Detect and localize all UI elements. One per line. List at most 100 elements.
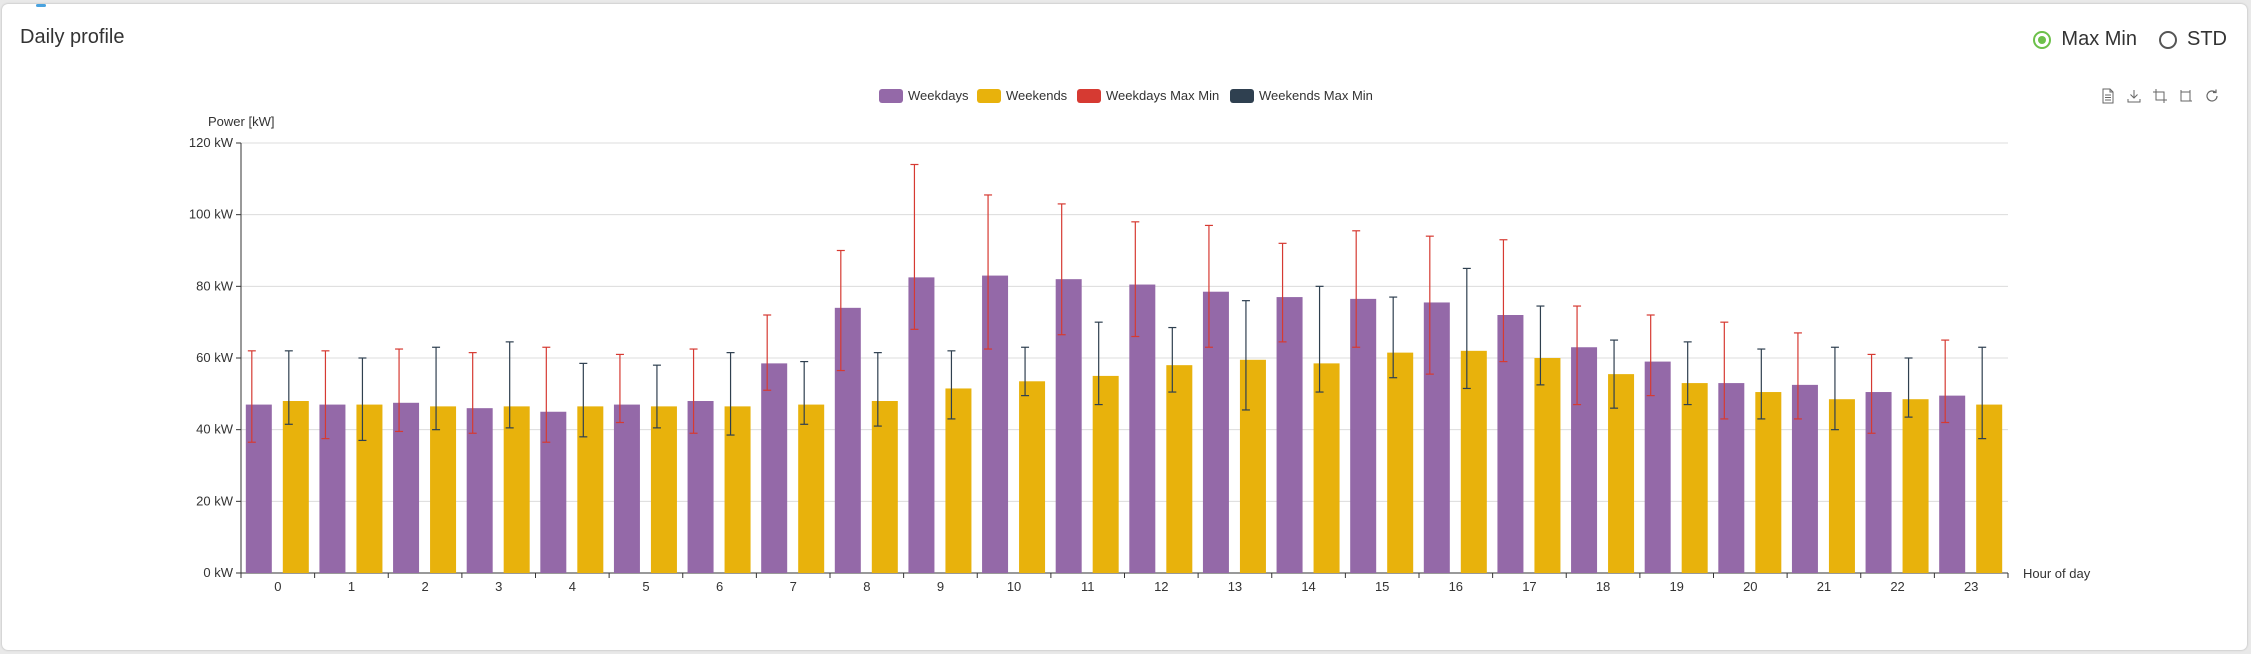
legend-weekdays-max-min-swatch [1077,89,1101,103]
weekdays-bar [982,275,1009,573]
weekdays-bar [1791,384,1818,573]
x-tick-label: 5 [642,579,649,594]
std-label: STD [2187,28,2227,50]
weekends-bar [1534,358,1561,573]
weekends-bar [650,406,677,573]
weekends-bar [1608,374,1635,573]
display-mode-toggle: Max Min STD [2011,28,2227,51]
x-tick-label: 2 [421,579,428,594]
x-tick-label: 16 [1449,579,1463,594]
y-tick-label: 0 kW [203,565,233,580]
weekdays-bar [761,363,788,573]
legend-weekends-label: Weekends [1006,88,1068,103]
x-tick-label: 10 [1007,579,1021,594]
legend-weekdays-label: Weekdays [908,88,969,103]
weekends-bar [1902,399,1929,573]
legend-weekdays-max-min-label: Weekdays Max Min [1106,88,1219,103]
weekends-bar [1460,350,1487,573]
legend-weekdays-swatch [879,89,903,103]
x-tick-label: 3 [495,579,502,594]
y-axis-title: Power [kW] [208,114,274,129]
weekends-bar [1755,392,1782,573]
weekdays-bar [1865,392,1892,573]
weekdays-bar [1718,383,1745,573]
weekends-bar [798,404,825,573]
x-tick-label: 12 [1154,579,1168,594]
weekends-bar [871,401,898,573]
x-tick-label: 18 [1596,579,1610,594]
x-axis-title: Hour of day [2023,566,2091,581]
x-tick-label: 14 [1301,579,1315,594]
radio-selected-icon [2033,30,2052,49]
legend-weekends-max-min-label: Weekends Max Min [1259,88,1373,103]
x-tick-label: 11 [1081,579,1095,594]
x-tick-label: 9 [937,579,944,594]
x-tick-label: 1 [348,579,355,594]
x-tick-label: 21 [1817,579,1831,594]
weekdays-bar [1497,315,1524,573]
weekends-bar [1313,363,1340,573]
weekdays-bar [466,408,493,573]
x-tick-label: 4 [569,579,576,594]
weekends-bar [577,406,604,573]
x-tick-label: 23 [1964,579,1978,594]
weekends-bar [503,406,530,573]
weekends-bar [1828,399,1855,573]
weekends-bar [1387,352,1414,573]
weekends-bar [1681,383,1708,573]
y-tick-label: 20 kW [196,493,234,508]
crop-alt-icon[interactable] [2178,88,2194,104]
legend-weekends-max-min-swatch [1230,89,1254,103]
std-radio[interactable]: STD [2159,28,2227,51]
weekends-bar [945,388,972,573]
max-min-radio[interactable]: Max Min [2033,28,2137,51]
x-tick-label: 8 [863,579,870,594]
weekdays-bar [245,404,272,573]
crop-icon[interactable] [2152,88,2168,104]
weekdays-bar [1055,279,1082,573]
weekdays-bar [1423,302,1450,573]
weekdays-bar [1202,291,1229,573]
max-min-label: Max Min [2061,28,2137,50]
weekdays-bar [319,404,346,573]
y-tick-label: 60 kW [196,350,234,365]
weekdays-bar [1939,395,1966,573]
weekdays-bar [1571,347,1598,573]
y-tick-label: 100 kW [189,207,234,222]
weekends-bar [1092,375,1119,573]
x-tick-label: 0 [274,579,281,594]
chart-toolbox [2100,88,2230,104]
weekends-bar [1166,365,1193,573]
x-tick-label: 6 [716,579,723,594]
weekends-bar [356,404,383,573]
weekends-bar [1019,381,1046,573]
card-accent [36,4,46,7]
weekends-bar [724,406,751,573]
legend-weekends-swatch [977,89,1001,103]
weekdays-bar [908,277,935,573]
y-tick-label: 40 kW [196,422,234,437]
x-tick-label: 19 [1669,579,1683,594]
weekdays-bar [540,411,567,573]
weekdays-bar [687,401,714,573]
weekends-bar [1239,359,1266,573]
y-tick-label: 120 kW [189,135,234,150]
weekdays-bar [393,402,420,573]
x-tick-label: 17 [1522,579,1536,594]
x-tick-label: 22 [1890,579,1904,594]
weekends-bar [430,406,457,573]
weekdays-bar [1129,284,1156,573]
y-tick-label: 80 kW [196,278,234,293]
refresh-icon[interactable] [2204,88,2220,104]
download-icon[interactable] [2126,88,2142,104]
data-view-icon[interactable] [2100,88,2116,104]
x-tick-label: 20 [1743,579,1757,594]
weekends-bar [1976,404,2003,573]
weekends-bar [282,401,309,573]
weekdays-bar [1350,298,1377,573]
card-title: Daily profile [20,26,125,48]
radio-unselected-icon [2159,30,2177,49]
x-tick-label: 15 [1375,579,1389,594]
weekdays-bar [834,307,861,573]
